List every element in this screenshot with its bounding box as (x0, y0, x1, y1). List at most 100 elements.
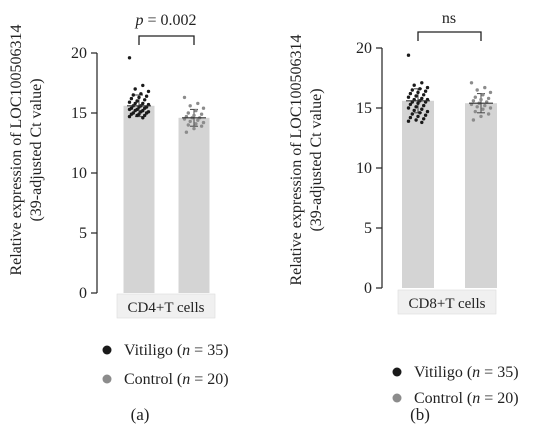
point-control (192, 126, 196, 131)
bar-control (178, 117, 210, 293)
point-vitiligo (414, 94, 418, 98)
point-vitiligo (420, 107, 424, 111)
point-vitiligo (422, 117, 426, 121)
point-vitiligo (416, 101, 420, 105)
panel-b: Relative expression of LOC100506314 (39-… (288, 10, 519, 424)
panel-a: Relative expression of LOC100506314 (39-… (8, 12, 229, 424)
point-vitiligo (143, 106, 147, 110)
point-vitiligo (143, 113, 147, 118)
point-control (192, 113, 196, 118)
point-control (184, 130, 189, 134)
point-vitiligo (412, 83, 416, 87)
point-control (486, 112, 491, 116)
point-vitiligo (423, 113, 428, 117)
point-control (196, 101, 200, 106)
point-control (488, 106, 493, 110)
point-vitiligo (406, 95, 411, 99)
y-axis-label-line2: (39-adjusted Ct value) (308, 88, 325, 231)
y-tick-label: 15 (356, 100, 372, 117)
y-tick-label: 10 (356, 160, 372, 177)
point-vitiligo (406, 119, 411, 123)
point-vitiligo (420, 96, 424, 101)
point-control (483, 85, 487, 90)
legend: Vitiligo (n = 35) Control (n = 20) (102, 342, 229, 388)
legend-marker-vitiligo (102, 345, 112, 355)
point-control (471, 99, 476, 103)
point-vitiligo (420, 81, 424, 85)
y-axis-label-line2: (39-adjusted Ct value) (28, 78, 45, 221)
point-vitiligo (408, 102, 413, 107)
bars (123, 94, 210, 293)
point-vitiligo (408, 115, 413, 120)
point-control (473, 95, 477, 99)
legend-marker-control (102, 374, 112, 384)
y-tick-label: 0 (364, 280, 372, 297)
legend-entry-control: Control (n = 20) (414, 390, 519, 407)
y-axis: 0 5 10 15 20 (71, 45, 98, 302)
point-control (483, 103, 487, 108)
point-vitiligo (422, 103, 426, 108)
point-vitiligo (127, 100, 132, 104)
point-control (471, 118, 476, 122)
point-control (473, 109, 477, 114)
y-tick-label: 20 (71, 45, 87, 62)
point-control (199, 124, 204, 128)
point-vitiligo (416, 90, 420, 95)
point-control (196, 118, 200, 122)
point-vitiligo (425, 109, 430, 114)
point-vitiligo (135, 99, 139, 103)
bars (402, 88, 497, 288)
point-vitiligo (141, 116, 145, 120)
y-tick-label: 15 (71, 105, 87, 122)
point-vitiligo (139, 110, 143, 114)
bar-vitiligo (402, 100, 434, 288)
point-vitiligo (143, 98, 147, 102)
significance-bracket (138, 35, 195, 45)
point-vitiligo (144, 111, 149, 115)
data-points (127, 56, 206, 134)
point-control (182, 95, 187, 100)
legend-entry-vitiligo: Vitiligo (n = 35) (124, 342, 229, 359)
point-vitiligo (141, 101, 145, 106)
significance-label: ns (442, 10, 456, 27)
y-axis-label-line1: Relative expression of LOC100506314 (288, 34, 305, 285)
point-vitiligo (422, 93, 426, 97)
y-axis: 0 5 10 15 20 (356, 40, 383, 297)
x-axis-label: CD4+T cells (128, 300, 205, 316)
point-vitiligo (416, 114, 420, 119)
point-control (188, 119, 192, 124)
legend-entry-control: Control (n = 20) (124, 371, 229, 388)
bar-vitiligo (123, 105, 155, 293)
point-control (194, 122, 198, 126)
point-vitiligo (133, 87, 137, 91)
point-vitiligo (129, 112, 134, 116)
y-tick-label: 5 (79, 225, 87, 242)
point-control (188, 104, 192, 108)
point-vitiligo (144, 94, 149, 98)
point-control (201, 120, 206, 125)
y-tick-label: 5 (364, 220, 372, 237)
y-tick-label: 10 (71, 165, 87, 182)
point-vitiligo (141, 83, 145, 88)
y-tick-label: 0 (79, 285, 87, 302)
legend-marker-vitiligo (392, 367, 402, 377)
point-control (481, 107, 485, 111)
point-vitiligo (127, 114, 132, 119)
point-control (488, 90, 493, 95)
point-control (199, 112, 204, 116)
point-vitiligo (414, 105, 418, 109)
point-vitiligo (133, 108, 137, 113)
point-vitiligo (410, 88, 414, 92)
bar-control (465, 103, 497, 288)
point-control (479, 114, 483, 119)
y-tick-label: 20 (356, 40, 372, 57)
point-vitiligo (425, 85, 430, 90)
point-control (475, 105, 479, 109)
point-vitiligo (133, 101, 137, 106)
point-control (479, 97, 483, 102)
data-points (406, 53, 493, 125)
point-vitiligo (418, 87, 422, 91)
point-vitiligo (410, 112, 414, 116)
legend-entry-vitiligo: Vitiligo (n = 35) (414, 364, 519, 381)
significance-bracket (417, 31, 482, 41)
